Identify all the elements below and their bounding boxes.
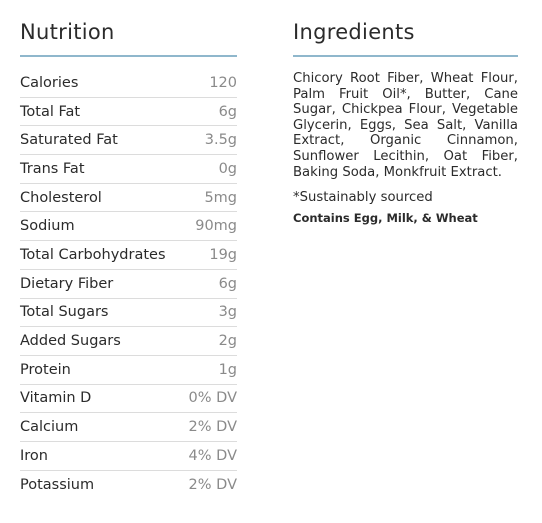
nutrient-label: Cholesterol (20, 189, 102, 206)
nutrition-row: Calcium 2% DV (20, 413, 237, 442)
nutrition-panel: Nutrition Calories 120 Total Fat 6g Saturate… (20, 14, 237, 499)
nutrition-title: Nutrition (20, 20, 115, 44)
nutrient-label: Vitamin D (20, 390, 92, 407)
nutrient-value: 3.5g (204, 132, 237, 149)
nutrition-facts-list: Calories 120 Total Fat 6g Saturated Fat 3.5g T… (20, 69, 237, 499)
nutrient-value: 2% DV (188, 476, 237, 493)
nutrient-label: Dietary Fiber (20, 275, 114, 292)
nutrient-label: Total Sugars (20, 304, 109, 321)
nutrition-row: Calories 120 (20, 69, 237, 98)
nutrient-value: 2% DV (188, 419, 237, 436)
ingredients-panel: Ingredients Chicory Root Fiber, Wheat Fl… (293, 14, 518, 225)
nutrition-row: Total Sugars 3g (20, 299, 237, 328)
nutrition-row: Cholesterol 5mg (20, 184, 237, 213)
ingredients-title: Ingredients (293, 20, 415, 44)
nutrition-row: Saturated Fat 3.5g (20, 126, 237, 156)
nutrition-row: Iron 4% DV (20, 442, 237, 471)
nutrient-label: Total Fat (20, 103, 81, 120)
nutrition-row: Sodium 90mg (20, 212, 237, 242)
nutrient-value: 3g (218, 304, 237, 321)
nutrient-label: Calories (20, 74, 79, 91)
nutrient-value: 6g (218, 275, 237, 292)
nutrient-value: 120 (209, 74, 237, 91)
nutrient-label: Total Carbohydrates (20, 246, 166, 263)
nutrition-row: Vitamin D 0% DV (20, 385, 237, 414)
nutrient-value: 4% DV (188, 447, 237, 464)
ingredients-text: Chicory Root Fiber, Wheat Flour, Palm Fr… (293, 71, 518, 180)
nutrition-row: Total Fat 6g (20, 98, 237, 127)
nutrient-value: 2g (218, 333, 237, 350)
nutrient-label: Potassium (20, 476, 95, 493)
nutrition-row: Trans Fat 0g (20, 155, 237, 184)
nutrition-row: Added Sugars 2g (20, 327, 237, 356)
nutrition-row: Protein 1g (20, 356, 237, 385)
nutrition-row: Total Carbohydrates 19g (20, 241, 237, 270)
nutrient-value: 0g (218, 160, 237, 177)
nutrient-label: Calcium (20, 419, 79, 436)
nutrient-value: 6g (218, 103, 237, 120)
nutrient-value: 5mg (204, 189, 237, 206)
ingredients-title-divider (293, 55, 518, 57)
nutrient-value: 19g (209, 246, 237, 263)
nutrient-value: 90mg (195, 218, 237, 235)
nutrient-label: Added Sugars (20, 333, 121, 350)
nutrient-value: 1g (218, 361, 237, 378)
nutrient-label: Trans Fat (20, 160, 85, 177)
ingredients-footnote: *Sustainably sourced (293, 190, 433, 206)
allergen-statement: Contains Egg, Milk, & Wheat (293, 211, 478, 226)
nutrient-value: 0% DV (188, 390, 237, 407)
nutrition-row: Dietary Fiber 6g (20, 270, 237, 299)
nutrition-title-divider (20, 55, 237, 57)
nutrient-label: Sodium (20, 218, 75, 235)
nutrient-label: Saturated Fat (20, 132, 118, 149)
nutrient-label: Protein (20, 361, 71, 378)
nutrition-row: Potassium 2% DV (20, 471, 237, 500)
nutrient-label: Iron (20, 447, 48, 464)
